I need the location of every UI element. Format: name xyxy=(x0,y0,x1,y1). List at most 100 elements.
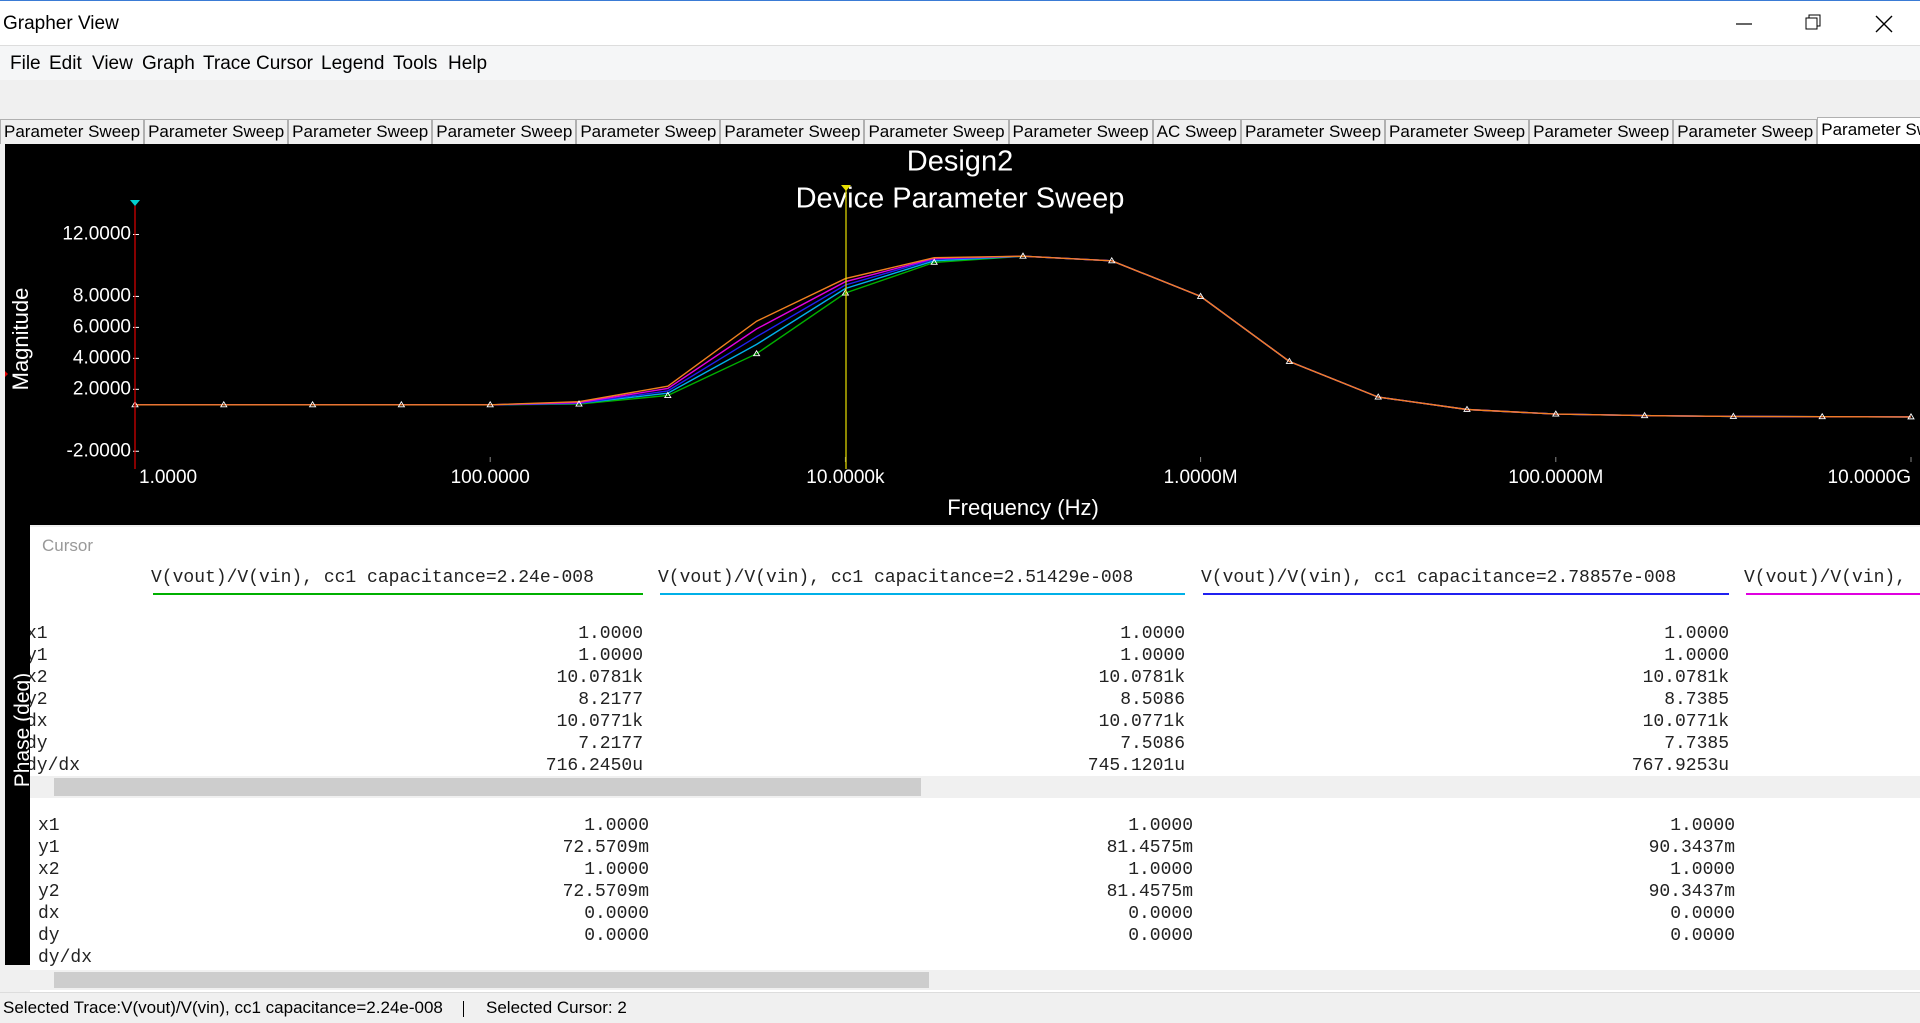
tab[interactable]: Parameter Sweep xyxy=(1240,119,1386,144)
row-label: x2 xyxy=(38,860,60,880)
column-header: V(vout)/V(vin), cc1 capacitance=2.78857e… xyxy=(1201,568,1677,588)
row-label: y1 xyxy=(38,838,60,858)
tab[interactable]: Parameter Sweep xyxy=(1008,119,1153,144)
y-tick-label: 2.0000 xyxy=(73,378,131,399)
tab[interactable]: Parameter Sweep xyxy=(432,119,577,144)
cell: 0.0000 xyxy=(1670,904,1735,924)
trace-marker xyxy=(308,400,317,408)
cell: 90.3437m xyxy=(1648,882,1735,902)
cell: 1.0000 xyxy=(584,816,649,836)
cell: 1.0000 xyxy=(1120,646,1185,666)
window-title: Grapher View xyxy=(3,13,119,34)
cell: 0.0000 xyxy=(1670,926,1735,946)
trace-marker xyxy=(841,289,850,296)
trace-marker xyxy=(1374,393,1382,400)
tab[interactable]: AC Sweep xyxy=(1152,119,1241,144)
menu-item[interactable]: Help xyxy=(448,53,488,74)
header-underline xyxy=(1746,593,1920,595)
tab[interactable]: Parameter Sweep xyxy=(576,119,721,144)
toolbar xyxy=(0,80,1920,117)
menu-item[interactable]: Cursor xyxy=(256,53,314,74)
tab[interactable]: Parameter Sweep xyxy=(1817,117,1920,144)
cell: 1.0000 xyxy=(1664,624,1729,644)
status-separator xyxy=(463,1001,464,1017)
menu-item[interactable]: Trace xyxy=(203,53,251,74)
cell: 10.0781k xyxy=(556,668,643,688)
cell: 10.0781k xyxy=(1642,668,1729,688)
cell: 1.0000 xyxy=(1664,646,1729,666)
trace-marker xyxy=(1107,256,1116,264)
cell: 1.0000 xyxy=(1128,816,1193,836)
cell: 90.3437m xyxy=(1648,838,1735,858)
title-bar: Grapher View xyxy=(0,0,1920,45)
menu-item[interactable]: Legend xyxy=(321,53,385,74)
cell: 1.0000 xyxy=(1128,860,1193,880)
trace-marker xyxy=(1196,292,1205,299)
status-trace: Selected Trace:V(vout)/V(vin), cc1 capac… xyxy=(3,998,443,1017)
cell: 72.5709m xyxy=(562,882,649,902)
y-tick-label: 8.0000 xyxy=(73,285,131,306)
x-tick-label: 1.0000 xyxy=(139,467,197,488)
tab[interactable]: Parameter Sweep xyxy=(720,119,865,144)
header-underline xyxy=(1203,593,1729,595)
tab[interactable]: Parameter Sweep xyxy=(1529,119,1674,144)
menu-item[interactable]: Edit xyxy=(49,53,82,74)
tab[interactable]: Parameter Sweep xyxy=(0,119,145,144)
cell: 7.5086 xyxy=(1120,734,1185,754)
row-label: y2 xyxy=(38,882,60,902)
trace-marker xyxy=(930,258,938,265)
cell: 0.0000 xyxy=(584,926,649,946)
menu-bar: File Edit View Graph Trace Cursor Legend Tools H… xyxy=(0,45,1920,81)
cursor-table: x1 1.0000 1.0000 1.0000 y1 72.5709m 81.4575m 90… xyxy=(30,815,1920,970)
tab[interactable]: Parameter Sweep xyxy=(1673,119,1818,144)
scroll-thumb[interactable] xyxy=(54,972,929,988)
selection-marker xyxy=(5,371,8,377)
cell: 7.7385 xyxy=(1664,734,1729,754)
menu-item[interactable]: Graph xyxy=(142,53,195,74)
trace-marker xyxy=(752,349,761,357)
cell: 81.4575m xyxy=(1106,882,1193,902)
scrollbar xyxy=(30,970,1920,990)
column-header: V(vout)/V(vin), cc1 capacitance=2.51429e… xyxy=(658,568,1134,588)
cell: 1.0000 xyxy=(1120,624,1185,644)
cell: 716.2450u xyxy=(545,756,643,776)
row-label: x2 xyxy=(30,668,48,688)
y-tick-label: 6.0000 xyxy=(73,316,131,337)
row-label: x1 xyxy=(38,816,60,836)
tab[interactable]: Parameter Sweep xyxy=(864,119,1009,144)
x-tick-label: 10.0000G xyxy=(1828,467,1911,488)
cell: 10.0771k xyxy=(1098,712,1185,732)
y-tick-label: 4.0000 xyxy=(73,347,131,368)
x-tick-label: 100.0000M xyxy=(1508,467,1603,488)
cell: 767.9253u xyxy=(1631,756,1729,776)
x-tick-label: 100.0000 xyxy=(451,467,530,488)
cursor-handle[interactable] xyxy=(841,185,852,191)
tab[interactable]: Parameter Sweep xyxy=(144,119,289,144)
close[interactable] xyxy=(1875,15,1893,33)
row-label: y1 xyxy=(30,646,48,666)
cell: 1.0000 xyxy=(578,624,643,644)
cursor-panel: Cursor V(vout)/V(vin), cc1 capacitance=2.… xyxy=(30,527,1920,992)
row-label: y2 xyxy=(30,690,48,710)
menu-item[interactable]: Tools xyxy=(393,53,438,74)
menu-item[interactable]: View xyxy=(92,53,133,74)
cell: 7.2177 xyxy=(578,734,643,754)
restore[interactable] xyxy=(1805,17,1818,30)
cell: 745.1201u xyxy=(1087,756,1185,776)
scroll-thumb[interactable] xyxy=(54,778,921,796)
scrollbar xyxy=(30,776,1920,798)
trace-marker xyxy=(1818,412,1826,420)
cell: 1.0000 xyxy=(578,646,643,666)
cell: 10.0781k xyxy=(1098,668,1185,688)
menu-item[interactable]: File xyxy=(10,53,41,74)
trace-marker xyxy=(1019,252,1027,259)
row-label: dy/dx xyxy=(30,756,81,776)
cell: 81.4575m xyxy=(1106,838,1193,858)
cursor-handle[interactable] xyxy=(130,200,140,206)
tab[interactable]: Parameter Sweep xyxy=(1385,119,1530,144)
trace xyxy=(135,255,1912,418)
trace-marker xyxy=(1285,357,1294,364)
cell: 8.5086 xyxy=(1120,690,1185,710)
header-underline xyxy=(660,593,1185,595)
tab[interactable]: Parameter Sweep xyxy=(288,119,433,144)
